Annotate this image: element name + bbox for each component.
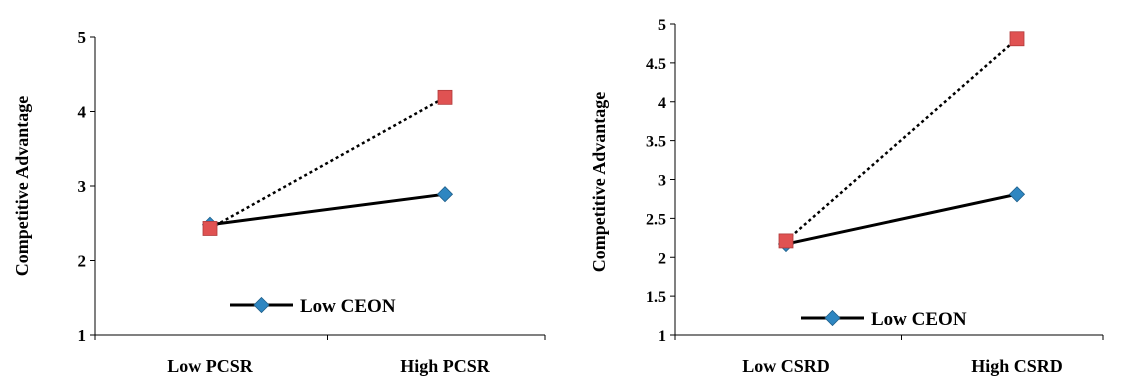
y-tick-label: 2.5 <box>646 211 666 228</box>
chart-left-svg: 1 2 3 4 5 Low PCSR High PCSR Competitive Advant… <box>12 28 546 376</box>
data-point-s1-0 <box>202 221 218 236</box>
y-tick-label: 4.5 <box>646 56 666 73</box>
y-tick-label: 1 <box>78 326 87 345</box>
y-tick-label: 5 <box>78 28 87 47</box>
chart-right-svg: 1 1.5 2 2.5 3 3.5 4 4.5 5 Low CSRD High CSRD Compet… <box>589 17 1104 376</box>
y-tick-label: 1.5 <box>646 289 666 306</box>
series-line-0 <box>209 192 446 227</box>
series-line-1 <box>209 96 446 230</box>
y-tick-label: 1 <box>658 328 666 345</box>
y-tick-label: 5 <box>658 17 666 34</box>
legend-label: Low CEON <box>871 309 967 330</box>
y-tick-label: 4 <box>78 103 87 122</box>
chart-right: 1 1.5 2 2.5 3 3.5 4 4.5 5 Low CSRD High CSRD Compet… <box>561 0 1122 381</box>
x-tick-label: High PCSR <box>400 356 491 376</box>
x-tick-label: Low CSRD <box>742 356 830 376</box>
data-point-s1-1 <box>437 89 453 105</box>
y-axis-label: Competitive Advantage <box>589 92 609 272</box>
data-point-s1-0 <box>778 233 794 249</box>
y-tick-label: 4 <box>658 95 666 112</box>
series-line-0 <box>785 192 1018 246</box>
data-point-s1-1 <box>1009 31 1025 47</box>
y-tick-label: 2 <box>78 252 87 271</box>
x-tick-label: Low PCSR <box>167 356 254 376</box>
legend-label: Low CEON <box>300 296 396 317</box>
data-point-s0-1 <box>436 186 454 203</box>
y-tick-label: 3 <box>658 173 666 190</box>
x-tick-label: High CSRD <box>971 356 1063 376</box>
y-axis-label: Competitive Advantage <box>12 96 32 276</box>
legend-marker <box>253 296 270 314</box>
chart-left: 1 2 3 4 5 Low PCSR High PCSR Competitive Advant… <box>0 0 561 381</box>
legend-marker <box>824 309 841 327</box>
data-point-s0-1 <box>1008 186 1026 203</box>
y-tick-label: 3.5 <box>646 134 666 151</box>
y-tick-label: 2 <box>658 250 666 267</box>
series-line-1 <box>785 37 1018 242</box>
y-tick-label: 3 <box>78 177 87 196</box>
